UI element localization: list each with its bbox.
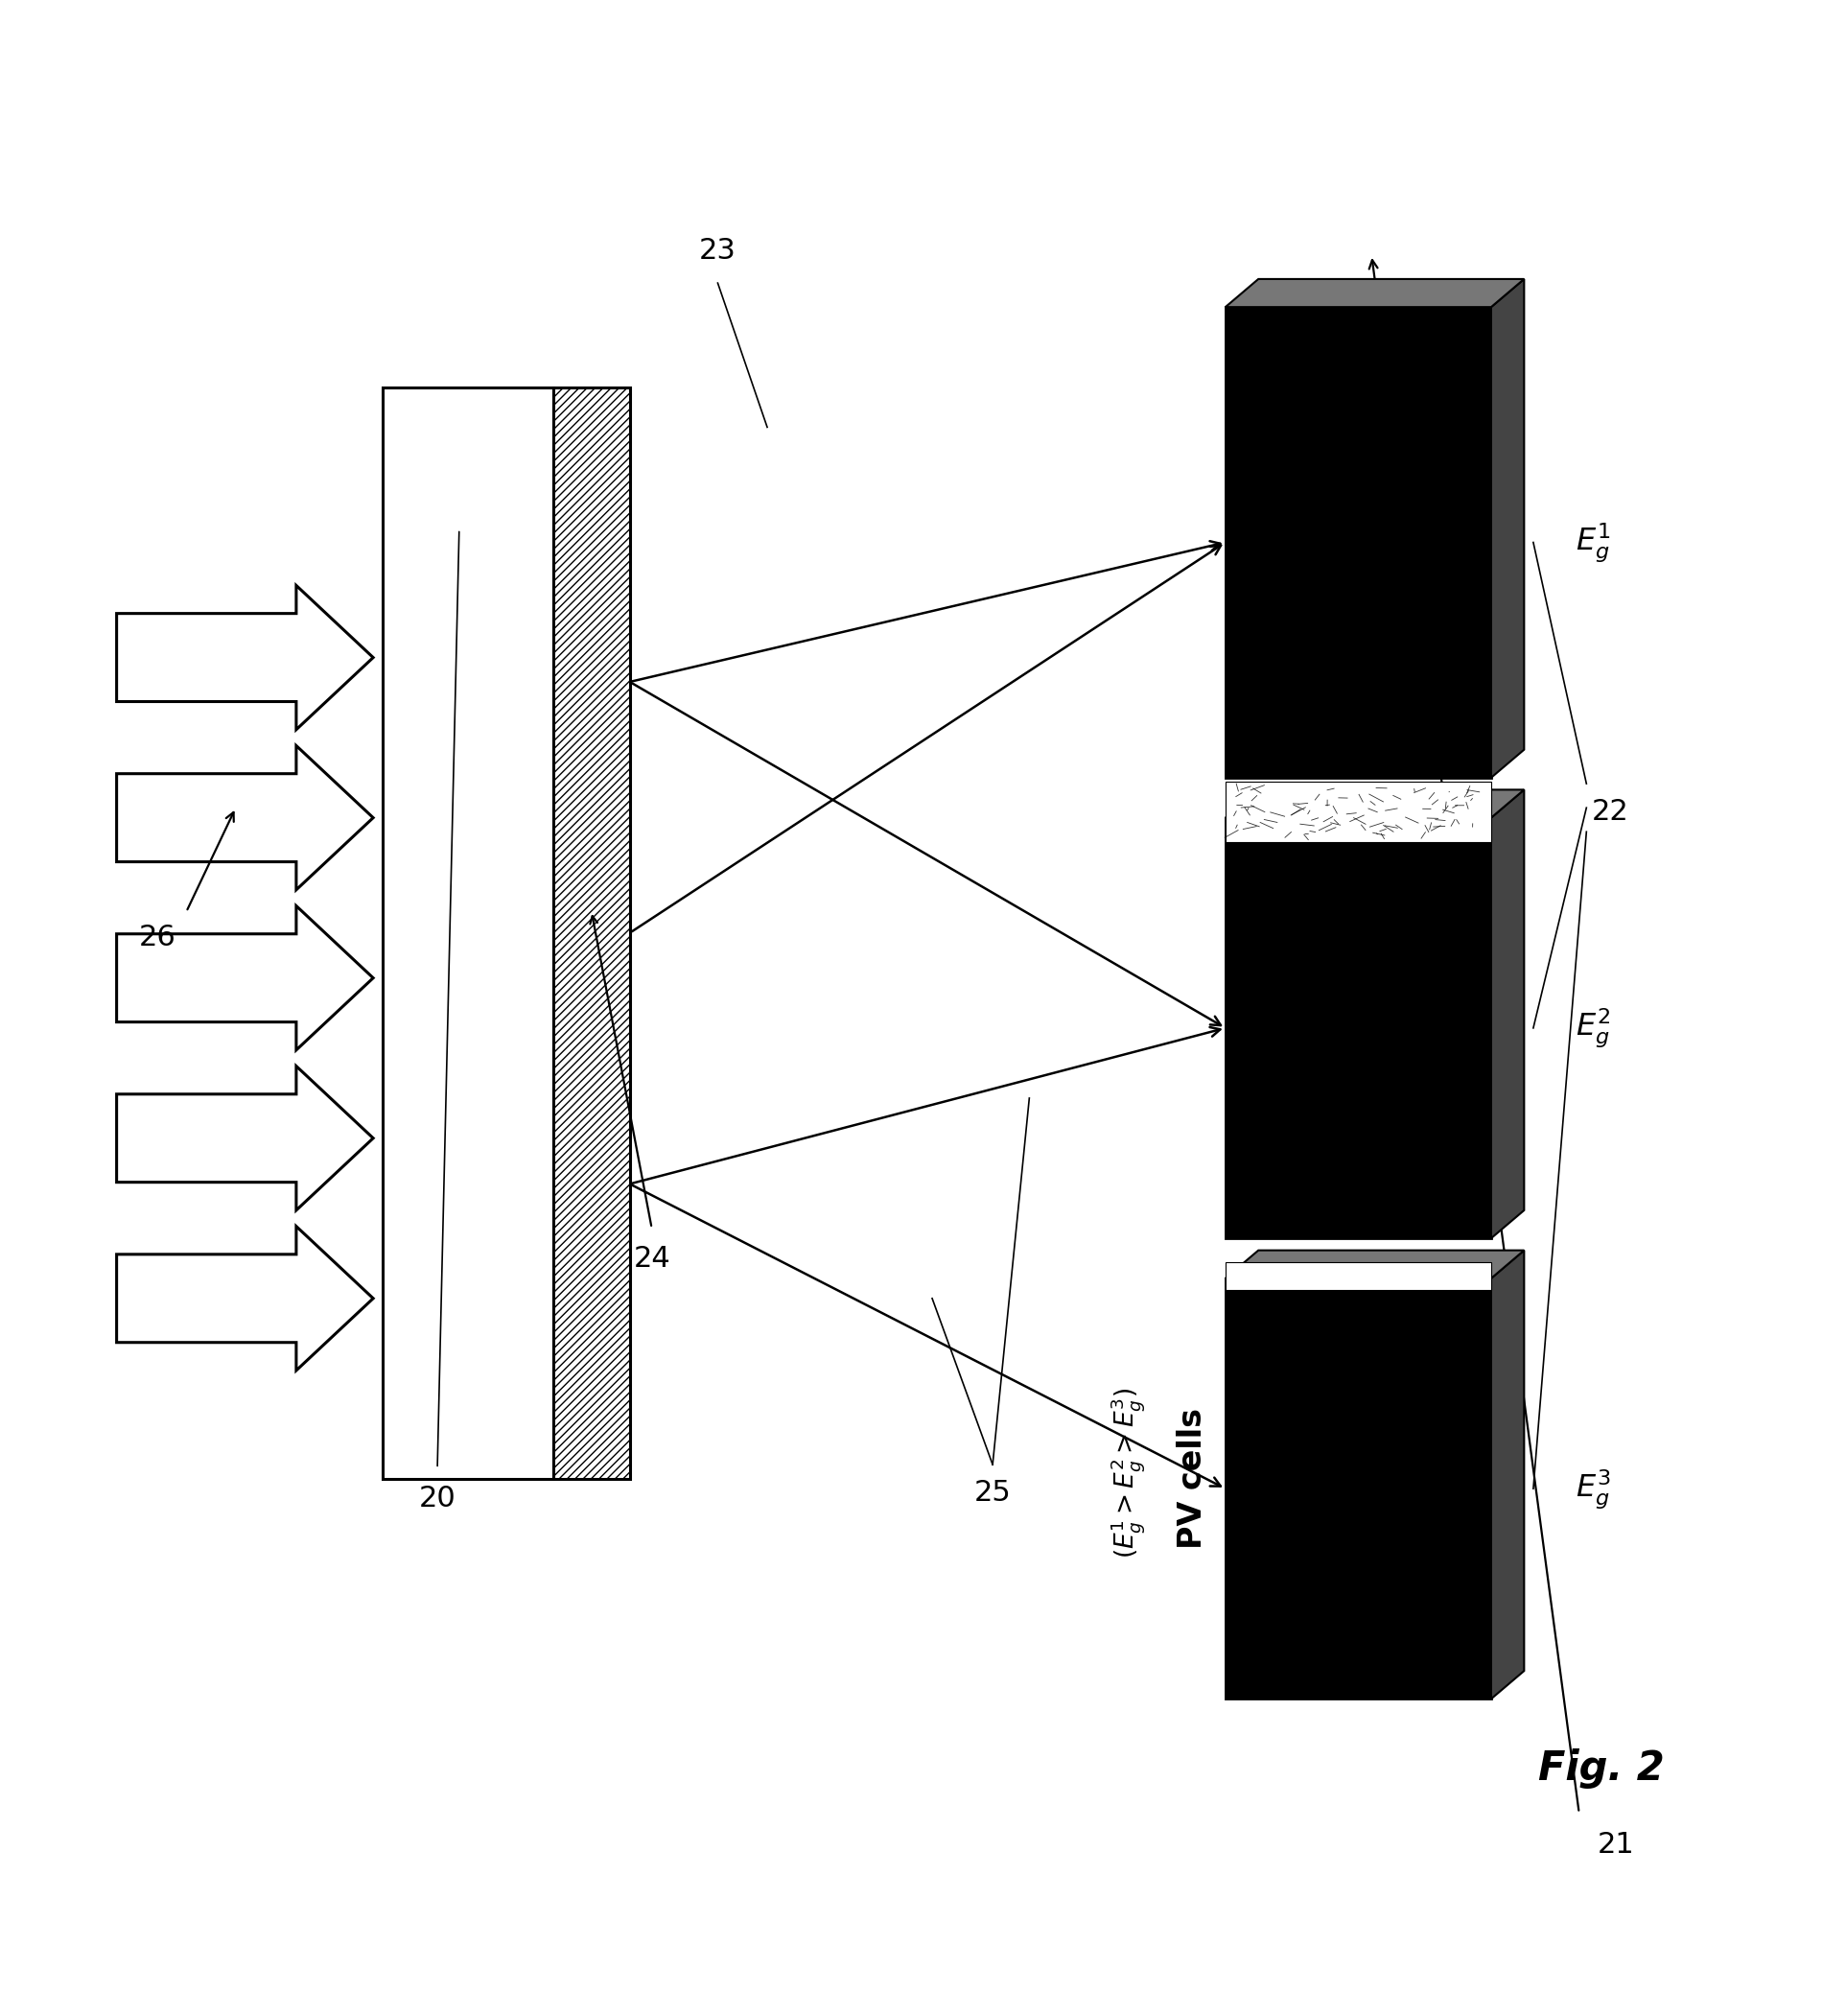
Polygon shape — [116, 1226, 373, 1371]
Text: 25: 25 — [975, 1480, 1012, 1506]
Text: 21: 21 — [1597, 1831, 1634, 1859]
Polygon shape — [1492, 1250, 1525, 1699]
Polygon shape — [116, 1066, 373, 1210]
Polygon shape — [1492, 790, 1525, 1238]
Text: PV cells: PV cells — [1176, 1407, 1209, 1548]
Text: 23: 23 — [700, 238, 737, 264]
Polygon shape — [1226, 1250, 1525, 1278]
Bar — [1226, 1262, 1492, 1290]
Polygon shape — [1226, 790, 1525, 818]
Text: $E_g^2$: $E_g^2$ — [1575, 1006, 1610, 1050]
Polygon shape — [116, 746, 373, 889]
Text: Fig. 2: Fig. 2 — [1538, 1748, 1665, 1788]
Text: 20: 20 — [419, 1484, 456, 1512]
Polygon shape — [1492, 278, 1525, 778]
Polygon shape — [116, 585, 373, 730]
Bar — [1226, 782, 1492, 843]
Polygon shape — [1226, 278, 1525, 306]
Text: $E_g^3$: $E_g^3$ — [1575, 1468, 1612, 1510]
Text: $E_g^1$: $E_g^1$ — [1575, 520, 1610, 564]
Bar — [1226, 306, 1492, 778]
Text: 24: 24 — [633, 1244, 670, 1272]
Bar — [1226, 818, 1492, 1238]
Bar — [554, 387, 629, 1478]
Polygon shape — [116, 905, 373, 1050]
Bar — [382, 387, 554, 1478]
Text: 22: 22 — [1591, 798, 1628, 827]
Text: $(E_g^1 > E_g^2 > E_g^3)$: $(E_g^1 > E_g^2 > E_g^3)$ — [1109, 1387, 1148, 1558]
Text: 26: 26 — [138, 923, 175, 952]
Bar — [1226, 1278, 1492, 1699]
